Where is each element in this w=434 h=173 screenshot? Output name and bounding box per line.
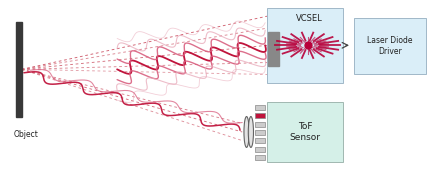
Ellipse shape: [243, 117, 249, 147]
Text: Laser Diode
Driver: Laser Diode Driver: [366, 37, 412, 56]
Text: VCSEL: VCSEL: [295, 14, 322, 23]
Bar: [255, 105, 264, 110]
Bar: [255, 138, 264, 143]
Bar: [255, 130, 264, 135]
Text: Object: Object: [14, 130, 39, 139]
Bar: [255, 155, 264, 160]
Bar: [16, 22, 22, 117]
FancyBboxPatch shape: [353, 18, 424, 75]
FancyBboxPatch shape: [267, 102, 342, 162]
Ellipse shape: [248, 117, 253, 147]
Bar: [255, 113, 264, 119]
Bar: [255, 147, 264, 152]
Bar: [268, 32, 279, 66]
FancyBboxPatch shape: [267, 8, 342, 83]
Bar: [255, 122, 264, 127]
Text: ToF
Sensor: ToF Sensor: [289, 122, 320, 142]
